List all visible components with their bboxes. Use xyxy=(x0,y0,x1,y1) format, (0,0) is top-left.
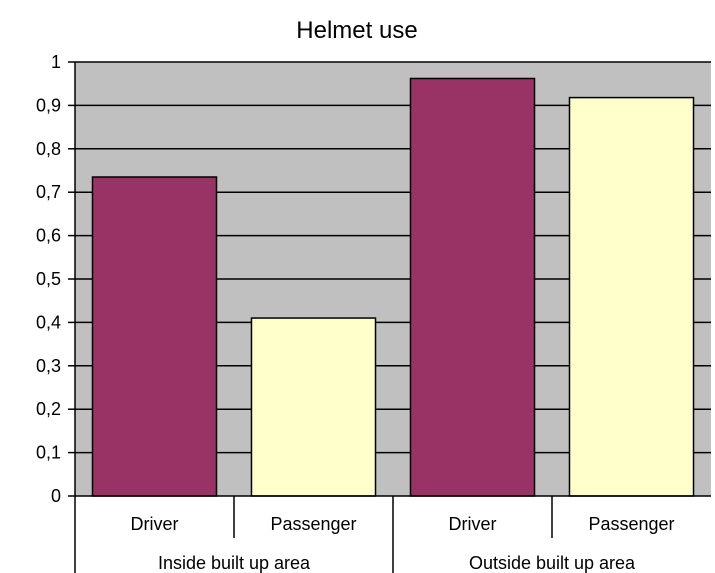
y-tick-label: 0,6 xyxy=(36,226,61,246)
axes xyxy=(68,61,711,573)
y-tick-label: 0,3 xyxy=(36,356,61,376)
x-category-label: Driver xyxy=(449,514,497,534)
y-tick-label: 0,9 xyxy=(36,95,61,115)
y-tick-label: 0,2 xyxy=(36,399,61,419)
y-tick-label: 0,1 xyxy=(36,443,61,463)
y-tick-label: 0,4 xyxy=(36,312,61,332)
y-tick-label: 0 xyxy=(51,486,61,506)
x-group-label: Outside built up area xyxy=(469,553,636,573)
chart-title: Helmet use xyxy=(296,17,417,44)
bar xyxy=(568,96,695,497)
bar xyxy=(409,77,536,497)
labels: 0 0,1 0,2 0,3 0,4 0,5 0,6 0,7 0,8 0,9 1 Driver Passe… xyxy=(36,52,675,573)
x-category-label: Passenger xyxy=(270,514,356,534)
bar xyxy=(91,176,218,497)
y-tick-label: 0,8 xyxy=(36,139,61,159)
bars xyxy=(91,77,695,497)
y-tick-label: 0,7 xyxy=(36,182,61,202)
y-tick-label: 1 xyxy=(51,52,61,72)
x-category-label: Passenger xyxy=(588,514,674,534)
x-group-label: Inside built up area xyxy=(158,553,311,573)
y-tick-label: 0,5 xyxy=(36,269,61,289)
bar xyxy=(250,317,377,497)
x-category-label: Driver xyxy=(131,514,179,534)
